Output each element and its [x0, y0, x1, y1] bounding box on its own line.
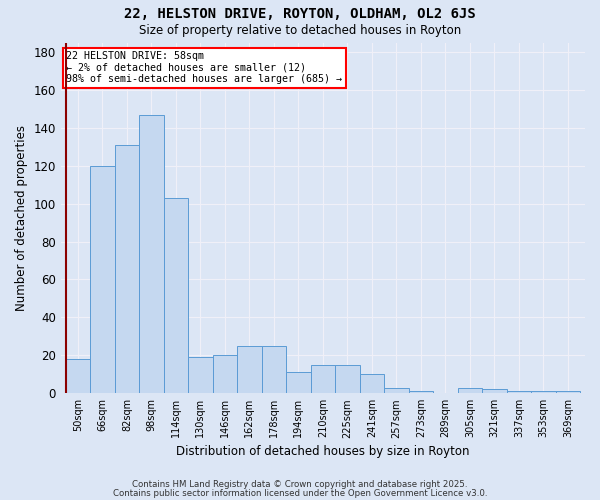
Bar [188, 357, 212, 393]
Bar [506, 392, 531, 393]
Bar [139, 114, 164, 393]
Bar [384, 388, 409, 393]
Bar [335, 365, 359, 393]
Text: Size of property relative to detached houses in Royton: Size of property relative to detached ho… [139, 24, 461, 37]
Bar [311, 365, 335, 393]
Bar [262, 346, 286, 393]
Bar [556, 392, 580, 393]
Bar [237, 346, 262, 393]
Bar [286, 372, 311, 393]
Bar [482, 390, 506, 393]
Bar [359, 374, 384, 393]
Text: Contains public sector information licensed under the Open Government Licence v3: Contains public sector information licen… [113, 488, 487, 498]
Text: 22, HELSTON DRIVE, ROYTON, OLDHAM, OL2 6JS: 22, HELSTON DRIVE, ROYTON, OLDHAM, OL2 6… [124, 8, 476, 22]
Bar [164, 198, 188, 393]
Bar [115, 145, 139, 393]
Bar [65, 359, 90, 393]
Bar [90, 166, 115, 393]
Bar [531, 392, 556, 393]
Text: Contains HM Land Registry data © Crown copyright and database right 2025.: Contains HM Land Registry data © Crown c… [132, 480, 468, 489]
Bar [458, 388, 482, 393]
X-axis label: Distribution of detached houses by size in Royton: Distribution of detached houses by size … [176, 444, 470, 458]
Bar [409, 392, 433, 393]
Y-axis label: Number of detached properties: Number of detached properties [15, 125, 28, 311]
Bar [212, 356, 237, 393]
Text: 22 HELSTON DRIVE: 58sqm
← 2% of detached houses are smaller (12)
98% of semi-det: 22 HELSTON DRIVE: 58sqm ← 2% of detached… [66, 52, 342, 84]
